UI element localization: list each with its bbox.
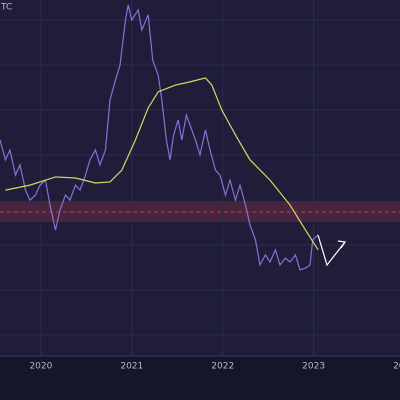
x-tick-label: 2021: [120, 362, 143, 372]
projection-arrow: [317, 234, 346, 267]
series-line: [5, 77, 319, 251]
x-tick-label: 2024: [393, 362, 400, 372]
plot-background: [0, 0, 400, 356]
x-tick-label: 2020: [29, 362, 52, 372]
chart-title: TC: [0, 3, 12, 13]
grid: [40, 0, 315, 356]
x-tick-label: 2023: [302, 362, 325, 372]
x-axis-band: [0, 356, 400, 400]
series-lines: [0, 4, 319, 271]
horizontal-grid: [0, 19, 400, 336]
x-tick-label: 2022: [211, 362, 234, 372]
arrow-head: [337, 240, 347, 249]
series-line: [0, 4, 319, 271]
